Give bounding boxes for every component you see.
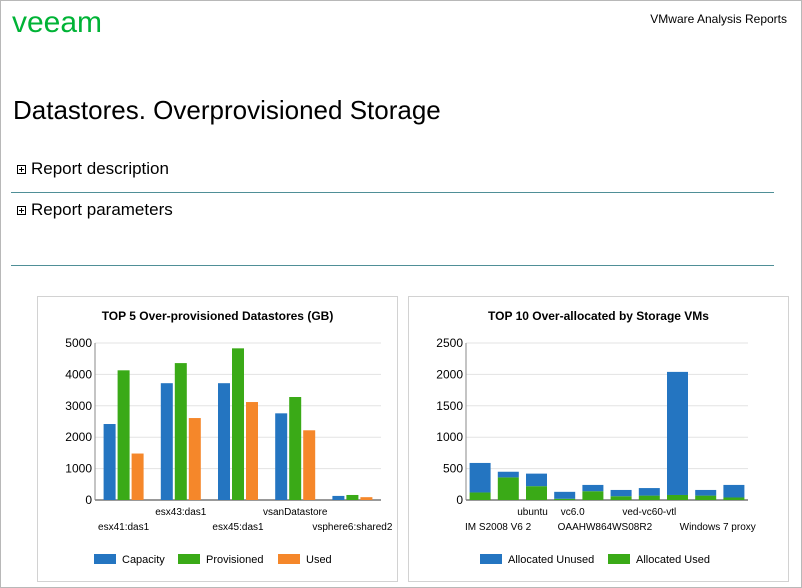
bar-capacity-vsphere6-shared2 [332, 495, 345, 500]
x-tick-label: ved-vc60-vtl [622, 507, 676, 518]
bar-provisioned-vsandatastore [289, 397, 302, 500]
x-tick-label: esx45:das1 [212, 522, 264, 533]
y-tick-label: 1500 [436, 399, 463, 413]
bar-used-vsandatastore [303, 430, 316, 500]
chart-panel-datastores: TOP 5 Over-provisioned Datastores (GB) 0 1… [37, 296, 398, 582]
bar-allocated-used-1 [497, 477, 519, 500]
report-description-label: Report description [31, 159, 169, 178]
bar-allocated-unused-9 [723, 484, 745, 498]
y-tick-label: 3000 [65, 399, 92, 413]
x-tick-label: OAAHW864WS08R2 [558, 522, 653, 533]
legend-label-allocated-unused: Allocated Unused [508, 554, 594, 566]
legend-swatch-used [278, 554, 300, 564]
x-tick-label: esx43:das1 [155, 507, 207, 518]
x-tick-label: vsphere6:shared2 [312, 522, 392, 533]
bar-allocated-unused-5 [610, 489, 632, 497]
y-tick-label: 0 [456, 493, 463, 507]
chart-panel-vms: TOP 10 Over-allocated by Storage VMs 0 500… [408, 296, 789, 582]
report-description-toggle[interactable]: Report description [17, 159, 169, 179]
y-tick-label: 5000 [65, 336, 92, 350]
x-tick-label: esx41:das1 [98, 522, 150, 533]
legend-label-allocated-used: Allocated Used [636, 554, 710, 566]
bar-allocated-unused-0 [469, 462, 491, 493]
bar-allocated-used-2 [526, 486, 547, 500]
bar-allocated-unused-1 [497, 471, 519, 478]
bar-provisioned-vsphere6-shared2 [346, 494, 359, 500]
bar-provisioned-esx41-das1 [117, 370, 130, 500]
bar-capacity-vsandatastore [275, 413, 288, 500]
report-parameters-toggle[interactable]: Report parameters [17, 200, 173, 220]
section-divider [11, 192, 774, 193]
overallocated-vms-chart: TOP 10 Over-allocated by Storage VMs 0 500… [436, 309, 756, 566]
bar-allocated-unused-6 [638, 488, 660, 496]
bar-capacity-esx41-das1 [103, 424, 116, 500]
legend-label-used: Used [306, 554, 332, 566]
legend-swatch-capacity [94, 554, 116, 564]
veeam-logo: veeam [12, 6, 130, 42]
bar-allocated-unused-8 [695, 489, 717, 496]
expand-icon [17, 205, 26, 215]
bar-allocated-used-6 [638, 495, 660, 500]
page-title: Datastores. Overprovisioned Storage [13, 95, 441, 125]
bar-capacity-esx43-das1 [160, 383, 173, 500]
x-tick-label: IM S2008 V6 2 [465, 522, 532, 533]
bar-allocated-used-5 [610, 496, 632, 500]
bar-allocated-used-7 [667, 494, 688, 500]
x-tick-label: vsanDatastore [263, 507, 328, 518]
expand-icon [17, 164, 26, 174]
bar-allocated-used-9 [723, 497, 745, 500]
legend-label-capacity: Capacity [122, 554, 165, 566]
y-tick-label: 1000 [436, 430, 463, 444]
bar-capacity-esx45-das1 [218, 383, 230, 500]
bar-allocated-used-4 [582, 491, 604, 500]
legend-label-provisioned: Provisioned [206, 554, 263, 566]
chart-title: TOP 5 Over-provisioned Datastores (GB) [102, 309, 334, 323]
bar-allocated-unused-3 [554, 491, 576, 499]
y-tick-label: 500 [443, 462, 463, 476]
section-divider [11, 265, 774, 266]
bar-used-vsphere6-shared2 [360, 497, 373, 500]
legend-swatch-allocated-used [608, 554, 630, 564]
x-tick-label: ubuntu [517, 507, 548, 518]
report-parameters-label: Report parameters [31, 200, 173, 219]
overprovisioned-datastores-chart: TOP 5 Over-provisioned Datastores (GB) 0 1… [65, 309, 393, 566]
legend-swatch-allocated-unused [480, 554, 502, 564]
bar-used-esx43-das1 [188, 418, 201, 500]
y-tick-label: 1000 [65, 462, 92, 476]
y-tick-label: 2000 [65, 430, 92, 444]
bar-used-esx45-das1 [246, 402, 258, 500]
x-tick-label: Windows 7 proxy [680, 522, 756, 533]
bar-allocated-unused-7 [667, 371, 688, 495]
chart-title: TOP 10 Over-allocated by Storage VMs [488, 309, 709, 323]
bar-allocated-used-8 [695, 495, 717, 500]
legend-swatch-provisioned [178, 554, 200, 564]
y-tick-label: 4000 [65, 367, 92, 381]
y-tick-label: 0 [85, 493, 92, 507]
bar-allocated-unused-4 [582, 484, 604, 492]
bar-allocated-used-3 [554, 498, 576, 500]
logo-text: veeam [12, 7, 102, 37]
y-tick-label: 2000 [436, 367, 463, 381]
report-type-label: VMware Analysis Reports [650, 12, 787, 26]
x-tick-label: vc6.0 [561, 507, 585, 518]
bar-provisioned-esx43-das1 [174, 363, 187, 500]
bar-allocated-unused-2 [526, 473, 547, 487]
bar-provisioned-esx45-das1 [232, 348, 244, 500]
bar-used-esx41-das1 [131, 453, 144, 500]
bar-allocated-used-0 [469, 492, 491, 500]
y-tick-label: 2500 [436, 336, 463, 350]
